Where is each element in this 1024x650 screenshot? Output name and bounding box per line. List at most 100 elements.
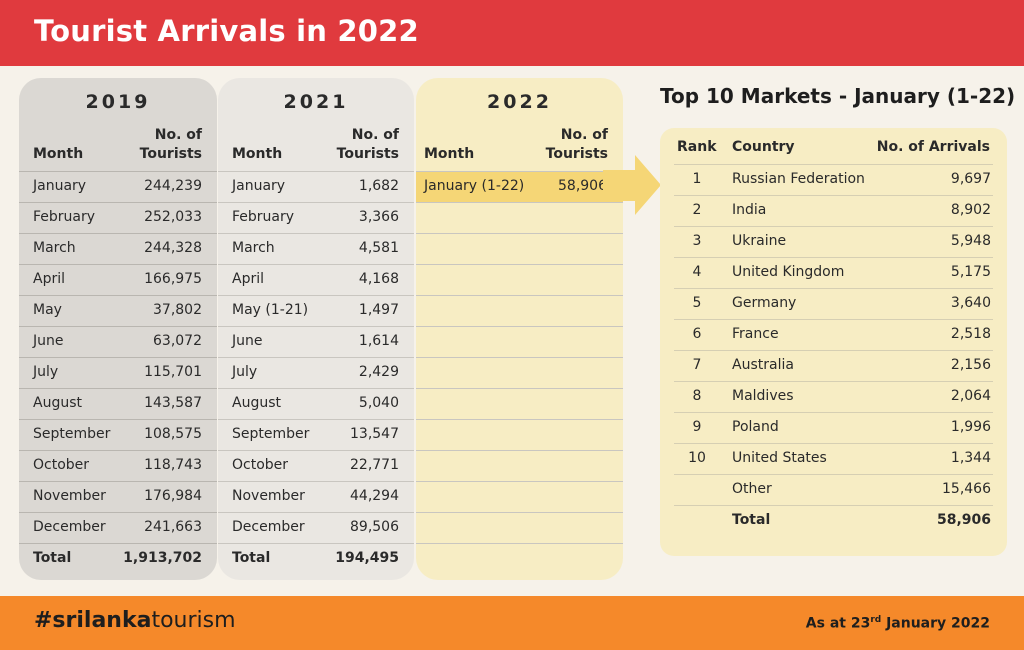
table-2022: 2022 Month No. of Tourists January (1-22… <box>416 78 623 580</box>
table-row: 10 United States 1,344 <box>674 443 993 474</box>
tourists-cell: 166,975 <box>144 271 202 287</box>
country-cell: Poland <box>732 419 779 435</box>
empty-row <box>416 295 623 326</box>
rank-cell: 5 <box>692 295 702 311</box>
arrivals-cell: 2,064 <box>950 388 991 404</box>
month-cell: January <box>232 178 286 194</box>
hashtag-prefix: #srilanka <box>34 608 152 633</box>
table-row: August 5,040 <box>218 388 414 419</box>
table-row: January 244,239 <box>19 171 217 202</box>
year-label-2021: 2021 <box>283 91 349 113</box>
table-row: January (1-22) 58,906 <box>416 171 623 202</box>
table-row: July 115,701 <box>19 357 217 388</box>
top10-table: Rank Country No. of Arrivals 1 Russian Fe… <box>660 128 1007 556</box>
table-row: 6 France 2,518 <box>674 319 993 350</box>
month-cell: June <box>33 333 64 349</box>
table-row: October 118,743 <box>19 450 217 481</box>
table-row: August 143,587 <box>19 388 217 419</box>
table-row: May 37,802 <box>19 295 217 326</box>
tourists-cell: 3,366 <box>358 209 399 225</box>
tourists-column-header: No. of Tourists <box>139 127 202 162</box>
tourists-cell: 1,614 <box>358 333 399 349</box>
header-banner: Tourist Arrivals in 2022 <box>0 0 1024 66</box>
empty-row <box>416 512 623 543</box>
arrivals-cell: 2,518 <box>950 326 991 342</box>
table-row: May (1-21) 1,497 <box>218 295 414 326</box>
top10-rows: 1 Russian Federation 9,697 2 India 8,902 3 Ukra… <box>674 164 993 536</box>
month-cell: July <box>232 364 258 380</box>
table-row: June 63,072 <box>19 326 217 357</box>
rank-cell: 1 <box>692 171 702 187</box>
month-cell: September <box>33 426 111 442</box>
rank-cell: 8 <box>692 388 702 404</box>
month-cell: October <box>232 457 289 473</box>
empty-row <box>416 419 623 450</box>
table-row: March 4,581 <box>218 233 414 264</box>
tourists-cell: 143,587 <box>144 395 202 411</box>
table-row: 5 Germany 3,640 <box>674 288 993 319</box>
tourists-cell: 5,040 <box>358 395 399 411</box>
tourists-cell: 176,984 <box>144 488 202 504</box>
total-label: Total <box>732 512 771 528</box>
rank-cell: 10 <box>688 450 706 466</box>
rank-cell: 9 <box>692 419 702 435</box>
rank-column-header: Rank <box>677 139 717 155</box>
table-row: July 2,429 <box>218 357 414 388</box>
empty-row <box>416 450 623 481</box>
month-cell: December <box>232 519 305 535</box>
table-row: February 252,033 <box>19 202 217 233</box>
tourists-cell: 118,743 <box>144 457 202 473</box>
empty-row <box>416 326 623 357</box>
total-row: Total 1,913,702 <box>19 543 217 574</box>
empty-row <box>416 481 623 512</box>
country-cell: Australia <box>732 357 794 373</box>
month-cell: February <box>33 209 96 225</box>
total-label: Total <box>33 550 72 566</box>
table-row: 4 United Kingdom 5,175 <box>674 257 993 288</box>
table-row: 7 Australia 2,156 <box>674 350 993 381</box>
tourists-cell: 63,072 <box>153 333 202 349</box>
month-cell: May (1-21) <box>232 302 309 318</box>
month-cell: November <box>33 488 106 504</box>
table-row: 1 Russian Federation 9,697 <box>674 164 993 195</box>
tourists-cell: 244,328 <box>144 240 202 256</box>
tourists-column-header: No. of Tourists <box>545 127 608 162</box>
table-row: September 13,547 <box>218 419 414 450</box>
tourists-cell: 89,506 <box>350 519 399 535</box>
tourists-cell: 44,294 <box>350 488 399 504</box>
arrivals-cell: 3,640 <box>950 295 991 311</box>
table-row: April 4,168 <box>218 264 414 295</box>
arrivals-cell: 15,466 <box>942 481 991 497</box>
top10-title: Top 10 Markets - January (1-22) <box>660 84 1016 108</box>
country-cell: United States <box>732 450 827 466</box>
tourists-cell: 4,168 <box>358 271 399 287</box>
total-row: Total 194,495 <box>218 543 414 574</box>
month-cell: April <box>33 271 65 287</box>
table-row: 2 India 8,902 <box>674 195 993 226</box>
tourists-cell: 1,497 <box>358 302 399 318</box>
month-cell: February <box>232 209 295 225</box>
arrivals-cell: 1,996 <box>950 419 991 435</box>
table-row: November 176,984 <box>19 481 217 512</box>
table-row: January 1,682 <box>218 171 414 202</box>
empty-row <box>416 233 623 264</box>
month-cell: May <box>33 302 62 318</box>
arrivals-cell: 1,344 <box>950 450 991 466</box>
tourists-cell: 58,906 <box>558 178 607 194</box>
tourists-cell: 244,239 <box>144 178 202 194</box>
arrow-right-icon <box>603 155 661 215</box>
empty-row <box>416 264 623 295</box>
table-2019: 2019 Month No. of Tourists January 244,23… <box>19 78 217 580</box>
rows-2022: January (1-22) 58,906 <box>416 171 623 574</box>
tourists-cell: 1,682 <box>358 178 399 194</box>
month-cell: September <box>232 426 310 442</box>
as-at-prefix: As at 23 <box>805 615 871 632</box>
month-cell: November <box>232 488 305 504</box>
month-cell: January (1-22) <box>424 178 525 194</box>
table-row: September 108,575 <box>19 419 217 450</box>
month-cell: December <box>33 519 106 535</box>
empty-row <box>416 357 623 388</box>
tourists-cell: 115,701 <box>144 364 202 380</box>
arrivals-cell: 8,902 <box>950 202 991 218</box>
table-row: February 3,366 <box>218 202 414 233</box>
